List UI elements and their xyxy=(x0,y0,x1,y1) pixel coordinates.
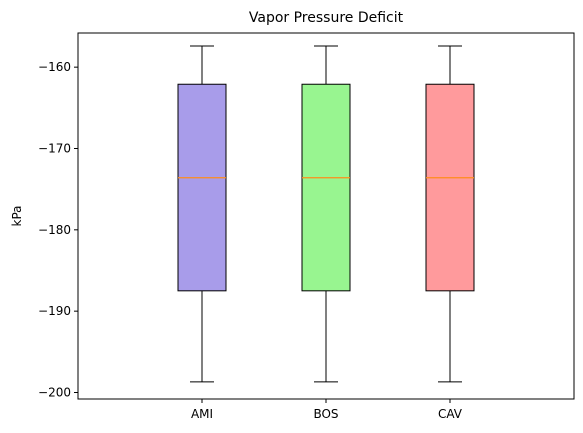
y-tick-label: −200 xyxy=(38,385,71,399)
x-tick-label: CAV xyxy=(438,407,463,421)
y-tick-label: −180 xyxy=(38,223,71,237)
chart-title: Vapor Pressure Deficit xyxy=(249,10,404,26)
box-bos xyxy=(301,83,351,292)
y-tick-label: −160 xyxy=(38,60,71,74)
y-tick-label: −170 xyxy=(38,141,71,155)
y-axis-label: kPa xyxy=(10,206,24,227)
plot-area: −200 −190 −180 −170 −160 AMI BOS CAV xyxy=(38,45,475,421)
x-tick-label: BOS xyxy=(313,407,338,421)
box-cav xyxy=(425,83,475,292)
plot-frame xyxy=(77,32,575,400)
y-tick-label: −190 xyxy=(38,304,71,318)
x-tick-label: AMI xyxy=(191,407,213,421)
box-ami xyxy=(177,83,227,292)
